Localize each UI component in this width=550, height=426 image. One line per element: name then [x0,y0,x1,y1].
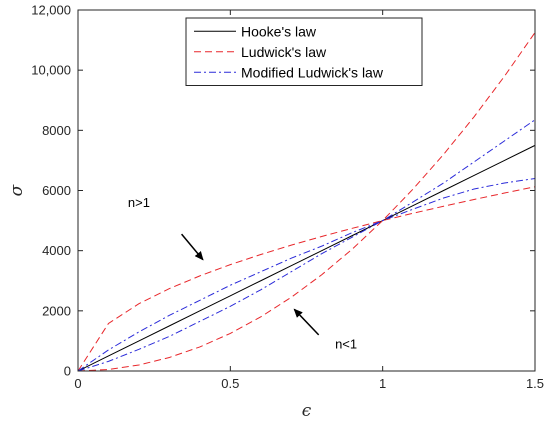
ticks-layer: 0 0.5 1 1.5 0 2000 4000 6000 8000 10,000 12,000 [31,3,544,392]
x-tick-label: 1 [379,376,386,391]
annotation-label-0: n>1 [128,195,150,210]
y-tick-label: 2000 [42,303,71,318]
series-line-1 [78,186,535,371]
y-axis-label: σ [7,184,27,196]
annotation-arrow-1 [293,308,320,336]
x-tick-label: 1.5 [526,376,544,391]
y-tick-label: 12,000 [31,3,71,18]
x-tick-label: 0.5 [221,376,239,391]
series-line-0 [78,144,535,371]
y-tick-label: 10,000 [31,63,71,78]
x-tick-label: 0 [74,376,81,391]
legend-entry-2: Modified Ludwick's law [241,64,384,80]
y-tick-label: 8000 [42,123,71,138]
y-tick-label: 6000 [42,183,71,198]
legend-entry-1: Ludwick's law [241,44,327,60]
annotation-label-1: n<1 [335,336,357,351]
series-line-4 [78,119,535,371]
series-layer [78,32,535,371]
legend: Hooke's law Ludwick's law Modified Ludwick… [185,17,423,86]
series-line-3 [78,177,535,371]
legend-box [185,17,423,86]
legend-entry-0: Hooke's law [241,23,317,39]
annotation-arrow-0 [181,233,204,261]
y-tick-label: 4000 [42,243,71,258]
x-axis-label: ϵ [302,401,312,421]
series-line-2 [78,32,535,371]
y-tick-label: 0 [64,364,71,379]
annotations-layer: n>1 n<1 [128,195,357,351]
